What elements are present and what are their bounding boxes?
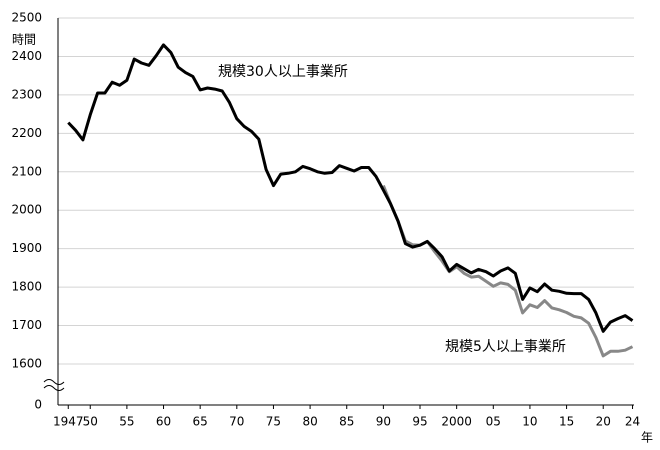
series-label: 規模30人以上事業所 <box>218 64 348 80</box>
axis-break <box>43 379 65 391</box>
x-tick-label: 50 <box>83 415 98 429</box>
y-tick-label: 2200 <box>11 126 42 140</box>
x-tick-label: 10 <box>522 415 537 429</box>
x-tick-label: 85 <box>339 415 354 429</box>
y-tick-label: 0 <box>34 398 42 412</box>
x-tick-label: 1947 <box>53 415 84 429</box>
x-tick-label: 2000 <box>441 415 472 429</box>
x-tick-label: 24 <box>625 415 640 429</box>
series-line <box>382 185 634 358</box>
y-tick-label: 2300 <box>11 87 42 101</box>
x-tick-label: 05 <box>486 415 501 429</box>
y-tick-label: 2400 <box>11 49 42 63</box>
y-tick-label: 1800 <box>11 280 42 294</box>
y-tick-label: 1900 <box>11 241 42 255</box>
x-tick-label: 15 <box>559 415 574 429</box>
series-label: 規模5人以上事業所 <box>445 339 566 355</box>
y-tick-label: 2500 <box>11 11 42 25</box>
y-tick-label: 2000 <box>11 203 42 217</box>
break-mark <box>43 379 65 385</box>
y-tick-label: 1700 <box>11 318 42 332</box>
x-tick-label: 65 <box>193 415 208 429</box>
x-tick-label: 60 <box>156 415 171 429</box>
x-tick-label: 20 <box>596 415 611 429</box>
y-tick-label: 1600 <box>11 357 42 371</box>
x-tick-label: 95 <box>412 415 427 429</box>
x-tick-label: 75 <box>266 415 281 429</box>
y-unit: 時間 <box>12 33 36 47</box>
x-tick-label: 80 <box>302 415 317 429</box>
x-tick-label: 90 <box>376 415 391 429</box>
break-mark <box>43 385 65 391</box>
y-tick-label: 2100 <box>11 164 42 178</box>
x-tick-label: 70 <box>229 415 244 429</box>
x-unit: 年 <box>641 431 653 445</box>
series-line <box>67 43 634 333</box>
x-tick-label: 55 <box>119 415 134 429</box>
